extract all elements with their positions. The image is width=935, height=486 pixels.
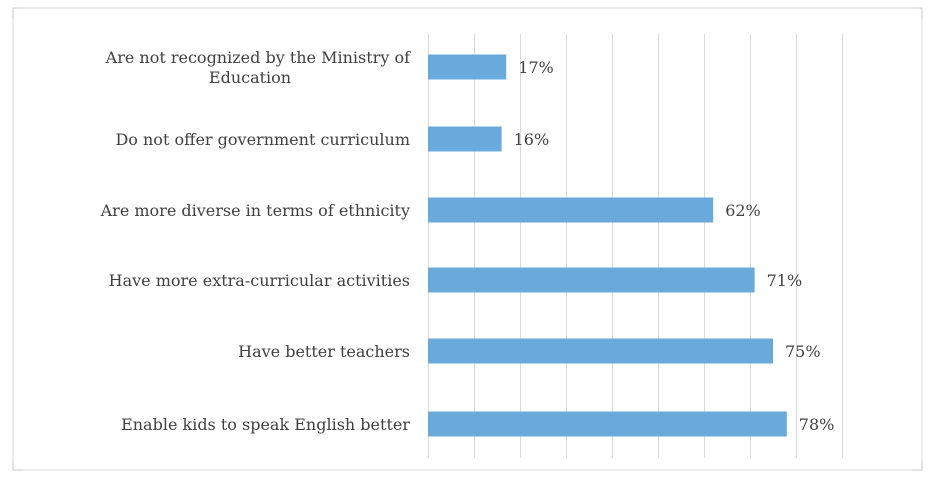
data-label: 16% (514, 130, 550, 149)
category-label: Enable kids to speak English better (121, 415, 410, 434)
corner-mark (912, 7, 923, 18)
corner-mark (12, 460, 23, 471)
data-label: 62% (725, 201, 761, 220)
bar (428, 267, 755, 293)
category-label: Have more extra-curricular activities (109, 271, 410, 290)
category-label: Are more diverse in terms of ethnicity (100, 201, 410, 220)
category-labels: Are not recognized by the Ministry of Edu… (100, 48, 411, 434)
corner-mark (12, 7, 23, 18)
data-label: 17% (518, 58, 554, 77)
bar (428, 54, 507, 80)
category-label: Do not offer government curriculum (115, 130, 410, 149)
data-label: 75% (785, 342, 821, 361)
data-label: 78% (799, 415, 835, 434)
chart-frame (12, 7, 923, 471)
chart-border (12, 7, 923, 471)
bar (428, 411, 787, 437)
data-labels: 17% 16% 62% 71% 75% 78% (514, 58, 835, 434)
bars (428, 54, 787, 437)
data-label: 71% (767, 271, 803, 290)
category-label: Have better teachers (238, 342, 410, 361)
corner-mark (912, 460, 923, 471)
bar (428, 126, 502, 152)
category-label: Are not recognized by the Ministry of Edu… (105, 48, 411, 87)
bar (428, 197, 714, 223)
bar (428, 338, 773, 364)
gridlines (428, 34, 843, 458)
